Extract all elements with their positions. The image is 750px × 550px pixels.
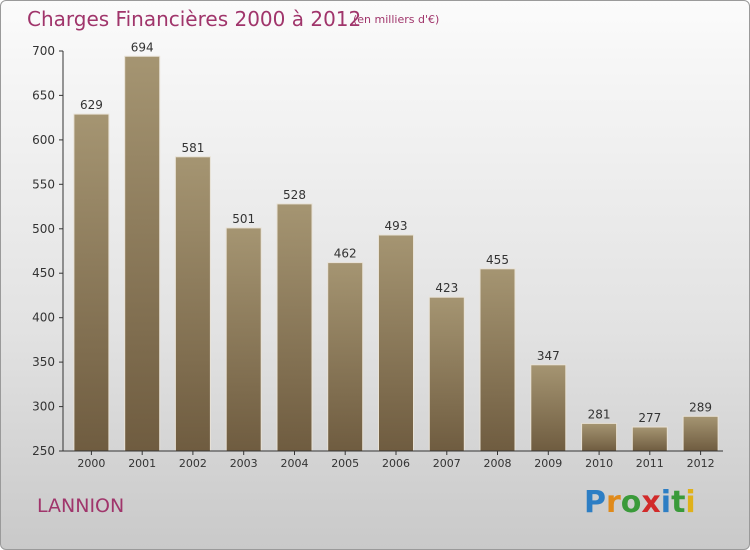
logo-letter: x	[641, 485, 661, 520]
bar-2000	[73, 113, 110, 452]
value-label: 629	[80, 98, 103, 112]
bar-2008	[479, 268, 516, 452]
bar-2009	[530, 364, 567, 452]
y-tick-label: 650	[32, 88, 55, 102]
y-tick-label: 500	[32, 222, 55, 236]
logo-letter: r	[606, 485, 621, 520]
bar-2007	[428, 296, 465, 452]
y-tick-label: 350	[32, 355, 55, 369]
value-label: 277	[638, 411, 661, 425]
value-label: 347	[537, 349, 560, 363]
bar-2002	[174, 156, 211, 452]
value-label: 528	[283, 188, 306, 202]
y-tick-label: 550	[32, 177, 55, 191]
x-tick-label: 2000	[77, 457, 105, 470]
bar-2011	[631, 426, 668, 452]
bar-2005	[327, 262, 364, 452]
value-label: 462	[334, 247, 357, 261]
x-tick-label: 2008	[484, 457, 512, 470]
logo-letter: P	[584, 485, 606, 520]
value-label: 581	[181, 141, 204, 155]
bar-2006	[378, 234, 414, 452]
x-tick-label: 2006	[382, 457, 410, 470]
value-label: 289	[689, 400, 712, 414]
logo-letter: o	[620, 485, 642, 520]
x-tick-label: 2009	[534, 457, 562, 470]
value-label: 493	[385, 219, 408, 233]
y-tick-label: 400	[32, 311, 55, 325]
bar-2003	[225, 227, 262, 452]
y-tick-label: 300	[32, 400, 55, 414]
chart-subtitle: (en milliers d'€)	[353, 13, 440, 26]
value-label: 694	[131, 40, 154, 54]
proxiti-logo: Proxiti	[584, 485, 696, 520]
x-tick-label: 2011	[636, 457, 664, 470]
y-tick-label: 700	[32, 44, 55, 58]
logo-letter: i	[660, 485, 672, 520]
chart-title: Charges Financières 2000 à 2012	[27, 7, 362, 31]
value-label: 501	[232, 212, 255, 226]
value-label: 423	[435, 281, 458, 295]
bar-2004	[276, 203, 313, 452]
x-tick-label: 2012	[687, 457, 715, 470]
x-tick-label: 2007	[433, 457, 461, 470]
y-tick-label: 600	[32, 133, 55, 147]
y-tick-label: 250	[32, 444, 55, 458]
x-tick-label: 2010	[585, 457, 613, 470]
x-tick-label: 2002	[179, 457, 207, 470]
bar-2010	[581, 422, 618, 452]
value-label: 281	[588, 407, 611, 421]
city-name: LANNION	[37, 495, 125, 517]
value-label: 455	[486, 253, 509, 267]
bar-2012	[682, 415, 719, 452]
y-tick-label: 450	[32, 266, 55, 280]
bar-2001	[124, 55, 161, 452]
logo-letter: i	[685, 485, 696, 520]
x-tick-label: 2004	[281, 457, 309, 470]
x-tick-label: 2001	[128, 457, 156, 470]
x-tick-label: 2005	[331, 457, 359, 470]
logo-letter: t	[671, 485, 686, 520]
x-tick-label: 2003	[230, 457, 258, 470]
